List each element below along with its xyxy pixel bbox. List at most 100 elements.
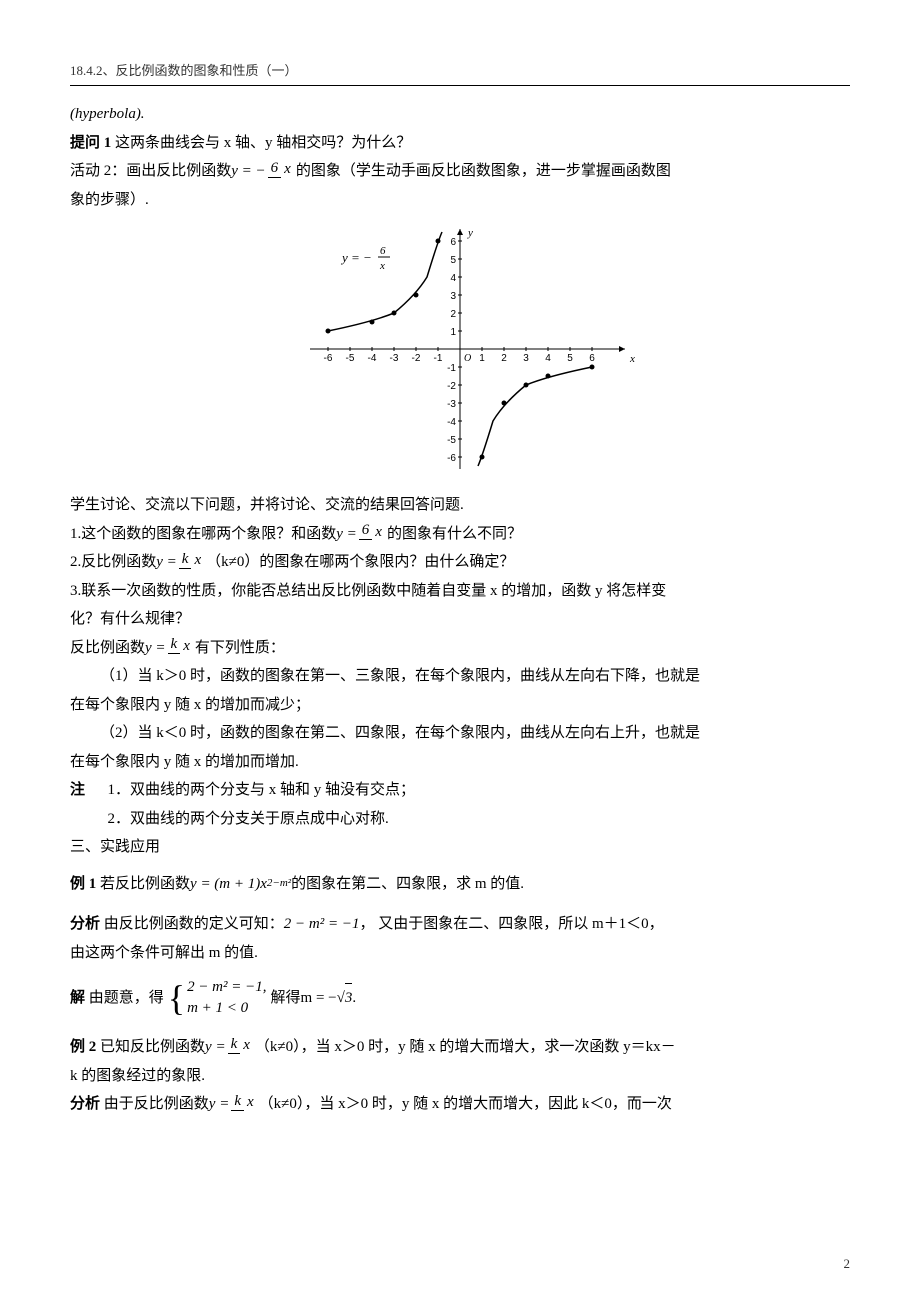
properties-intro: 反比例函数 y = k x 有下列性质： — [70, 634, 850, 663]
ex2-analysis-fraction: k x — [231, 1094, 256, 1111]
ex1-analysis-eq: 2 − m² = −1 — [284, 910, 360, 939]
ex1-sol-result: m = −√3 — [301, 983, 353, 1013]
ex2-label: 例 2 — [70, 1033, 96, 1062]
activity2-suffix1: 的图象（学生动手画反比函数图象，进一步掌握画函数图 — [296, 157, 671, 186]
question-list-2: 2.反比例函数 y = k x （k≠0）的图象在哪两个象限内？由什么确定？ — [70, 548, 850, 577]
activity2-line2: 象的步骤）. — [70, 186, 850, 215]
ex1-post: 的图象在第二、四象限，求 m 的值. — [291, 870, 524, 899]
ex1-pre: 若反比例函数 — [100, 870, 190, 899]
question-list-1: 1.这个函数的图象在哪两个象限？和函数 y = 6 x 的图象有什么不同？ — [70, 520, 850, 549]
svg-text:-1: -1 — [447, 363, 456, 374]
question-1-label: 提问 1 — [70, 135, 111, 151]
svg-text:-2: -2 — [447, 381, 456, 392]
svg-text:3: 3 — [450, 291, 456, 302]
property-1-line1: （1）当 k＞0 时，函数的图象在第一、三象限，在每个象限内，曲线从左向右下降，… — [70, 662, 850, 691]
hyperbola-graph: x y O -6 -5 -4 -3 -2 -1 1 2 3 4 — [70, 224, 850, 479]
ex1-analysis-mid: ， 又由于图象在二、四象限，所以 m＋1＜0， — [359, 910, 663, 939]
ex2-analysis-pre: 由于反比例函数 — [104, 1090, 209, 1119]
svg-text:2: 2 — [501, 353, 507, 364]
q1-pre: 1.这个函数的图象在哪两个象限？和函数 — [70, 520, 336, 549]
left-brace-icon: { — [168, 980, 185, 1016]
ex1-label: 例 1 — [70, 870, 96, 899]
svg-text:-3: -3 — [447, 399, 456, 410]
example-1: 例 1 若反比例函数 y = (m + 1)x 2−m² 的图象在第二、四象限，… — [70, 870, 850, 899]
prop-intro-pre: 反比例函数 — [70, 634, 145, 663]
prop-intro-num: k — [168, 637, 181, 654]
svg-text:-4: -4 — [447, 417, 456, 428]
svg-text:-6: -6 — [324, 353, 333, 364]
example-2-line1: 例 2 已知反比例函数 y = k x （k≠0），当 x＞0 时，y 随 x … — [70, 1033, 850, 1062]
ex1-sol-period: . — [352, 984, 356, 1013]
content: (hyperbola). 提问 1 这两条曲线会与 x 轴、y 轴相交吗？为什么… — [70, 100, 850, 1119]
ex1-sol-pre: 由题意，得 — [89, 984, 164, 1013]
ex1-sys-line2: m + 1 < 0 — [187, 998, 266, 1019]
question-1-text: 这两条曲线会与 x 轴、y 轴相交吗？为什么？ — [115, 135, 411, 151]
svg-text:x: x — [629, 353, 635, 365]
svg-text:6: 6 — [589, 353, 595, 364]
section-3-title: 三、实践应用 — [70, 833, 850, 862]
svg-text:x: x — [379, 260, 385, 272]
ex2-den: x — [240, 1037, 253, 1053]
q1-num: 6 — [359, 523, 373, 540]
svg-text:-4: -4 — [368, 353, 377, 364]
activity2-fraction: 6 x — [268, 161, 294, 178]
term-hyperbola: (hyperbola). — [70, 106, 145, 122]
activity2-num: 6 — [268, 161, 282, 178]
ex1-analysis-line2: 由这两个条件可解出 m 的值. — [70, 939, 850, 968]
svg-text:y: y — [467, 227, 473, 239]
ex2-lhs: y = — [205, 1033, 226, 1062]
svg-text:O: O — [464, 353, 471, 364]
svg-text:4: 4 — [450, 273, 456, 284]
ex1-analysis-pre: 由反比例函数的定义可知： — [104, 910, 284, 939]
prop-intro-lhs: y = — [145, 634, 166, 663]
property-2-line1: （2）当 k＜0 时，函数的图象在第二、四象限，在每个象限内，曲线从左向右上升，… — [70, 719, 850, 748]
svg-text:-6: -6 — [447, 453, 456, 464]
ex2-analysis: 分析 由于反比例函数 y = k x （k≠0），当 x＞0 时，y 随 x 的… — [70, 1090, 850, 1119]
ex2-analysis-post: （k≠0），当 x＞0 时，y 随 x 的增大而增大，因此 k＜0，而一次 — [259, 1090, 672, 1119]
q2-lhs: y = — [156, 548, 177, 577]
q2-den: x — [191, 552, 204, 568]
q2-fraction: k x — [179, 552, 204, 569]
ex2-num: k — [228, 1037, 241, 1054]
q2-num: k — [179, 552, 192, 569]
svg-text:y = −: y = − — [340, 250, 372, 265]
ex2-mid: （k≠0），当 x＞0 时，y 随 x 的增大而增大，求一次函数 y＝kx－ — [255, 1033, 676, 1062]
activity2-prefix: 活动 2：画出反比例函数 — [70, 157, 231, 186]
ex2-analysis-den: x — [244, 1094, 257, 1110]
q1-fraction: 6 x — [359, 523, 385, 540]
svg-text:5: 5 — [450, 255, 456, 266]
svg-text:5: 5 — [567, 353, 573, 364]
prop-intro-den: x — [180, 638, 193, 654]
ex2-analysis-label: 分析 — [70, 1090, 100, 1119]
prop-intro-post: 有下列性质： — [195, 634, 285, 663]
prop-intro-fraction: k x — [168, 637, 193, 654]
question-list-3-line1: 3.联系一次函数的性质，你能否总结出反比例函数中随着自变量 x 的增加，函数 y… — [70, 577, 850, 606]
svg-text:2: 2 — [450, 309, 456, 320]
svg-text:3: 3 — [523, 353, 529, 364]
page-header-title: 18.4.2、反比例函数的图象和性质（一） — [70, 60, 850, 79]
ex2-analysis-lhs: y = — [209, 1090, 230, 1119]
property-2-line2: 在每个象限内 y 随 x 的增加而增加. — [70, 748, 850, 777]
svg-text:-1: -1 — [434, 353, 443, 364]
ex1-system: { 2 − m² = −1, m + 1 < 0 — [168, 977, 267, 1019]
svg-text:6: 6 — [450, 237, 456, 248]
q2-post: （k≠0）的图象在哪两个象限内？由什么确定？ — [206, 548, 514, 577]
note-1: 1．双曲线的两个分支与 x 轴和 y 轴没有交点； — [108, 782, 416, 798]
ex2-fraction: k x — [228, 1037, 253, 1054]
activity-2-line: 活动 2：画出反比例函数 y = − 6 x 的图象（学生动手画反比函数图象，进… — [70, 157, 850, 186]
question-list-3-line2: 化？有什么规律？ — [70, 605, 850, 634]
ex1-formula: y = (m + 1)x — [190, 870, 267, 899]
activity2-den: x — [281, 161, 294, 177]
svg-text:-5: -5 — [447, 435, 456, 446]
svg-text:-2: -2 — [412, 353, 421, 364]
q2-pre: 2.反比例函数 — [70, 548, 156, 577]
header-rule — [70, 85, 850, 86]
property-1-line2: 在每个象限内 y 随 x 的增加而减少； — [70, 691, 850, 720]
ex1-exponent: 2−m² — [267, 873, 291, 894]
activity2-lhs: y = − — [231, 157, 265, 186]
ex1-analysis-label: 分析 — [70, 910, 100, 939]
note-label: 注 — [70, 782, 85, 798]
svg-text:-3: -3 — [390, 353, 399, 364]
ex2-analysis-num: k — [231, 1094, 244, 1111]
ex1-analysis: 分析 由反比例函数的定义可知： 2 − m² = −1 ， 又由于图象在二、四象… — [70, 910, 850, 939]
